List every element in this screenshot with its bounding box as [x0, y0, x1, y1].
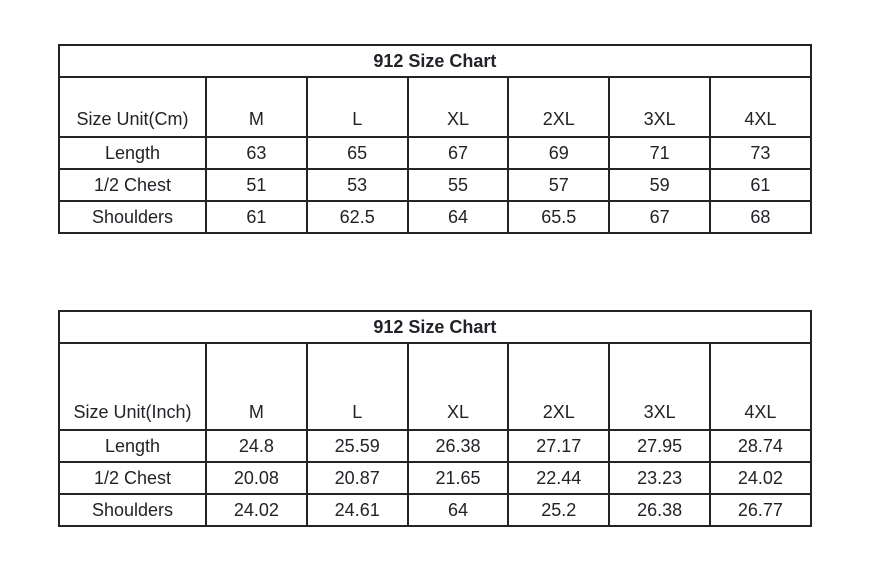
row-label: Shoulders — [58, 200, 207, 234]
column-header-4xl: 4XL — [708, 76, 812, 138]
measurement-cell: 26.38 — [608, 493, 711, 527]
measurement-cell: 21.65 — [406, 461, 510, 495]
measurement-cell: 62.5 — [305, 200, 409, 234]
chart-title: 912 Size Chart — [58, 310, 812, 344]
column-header-2xl: 2XL — [507, 76, 611, 138]
measurement-cell: 27.17 — [507, 429, 611, 463]
column-header-3xl: 3XL — [608, 76, 711, 138]
measurement-cell: 63 — [205, 136, 308, 170]
table-title-row: 912 Size Chart — [58, 310, 812, 344]
measurement-cell: 68 — [708, 200, 812, 234]
measurement-cell: 65.5 — [507, 200, 611, 234]
row-label: Shoulders — [58, 493, 207, 527]
row-label: 1/2 Chest — [58, 168, 207, 202]
measurement-cell: 65 — [305, 136, 409, 170]
size-chart-table-inch: 912 Size Chart Size Unit(Inch) M L XL 2X… — [58, 310, 812, 527]
column-header-xl: XL — [406, 76, 510, 138]
table-row-shoulders: Shoulders 24.02 24.61 64 25.2 26.38 26.7… — [58, 493, 812, 527]
measurement-cell: 27.95 — [608, 429, 711, 463]
column-header-xl: XL — [406, 342, 510, 431]
table-row-chest: 1/2 Chest 20.08 20.87 21.65 22.44 23.23 … — [58, 461, 812, 495]
row-label: Length — [58, 136, 207, 170]
column-header-l: L — [305, 342, 409, 431]
table-row-length: Length 24.8 25.59 26.38 27.17 27.95 28.7… — [58, 429, 812, 463]
measurement-cell: 55 — [406, 168, 510, 202]
measurement-cell: 64 — [406, 200, 510, 234]
measurement-cell: 26.77 — [708, 493, 812, 527]
measurement-cell: 24.61 — [305, 493, 409, 527]
measurement-cell: 64 — [406, 493, 510, 527]
measurement-cell: 26.38 — [406, 429, 510, 463]
chart-title: 912 Size Chart — [58, 44, 812, 78]
measurement-cell: 25.2 — [507, 493, 611, 527]
column-header-2xl: 2XL — [507, 342, 611, 431]
row-label: 1/2 Chest — [58, 461, 207, 495]
measurement-cell: 24.02 — [708, 461, 812, 495]
size-unit-label: Size Unit(Cm) — [58, 76, 207, 138]
measurement-cell: 20.87 — [305, 461, 409, 495]
measurement-cell: 51 — [205, 168, 308, 202]
table-title-row: 912 Size Chart — [58, 44, 812, 78]
measurement-cell: 67 — [608, 200, 711, 234]
measurement-cell: 20.08 — [205, 461, 308, 495]
table-row-length: Length 63 65 67 69 71 73 — [58, 136, 812, 170]
table-row-chest: 1/2 Chest 51 53 55 57 59 61 — [58, 168, 812, 202]
measurement-cell: 59 — [608, 168, 711, 202]
column-header-4xl: 4XL — [708, 342, 812, 431]
measurement-cell: 24.8 — [205, 429, 308, 463]
table-row-shoulders: Shoulders 61 62.5 64 65.5 67 68 — [58, 200, 812, 234]
column-header-m: M — [205, 76, 308, 138]
measurement-cell: 73 — [708, 136, 812, 170]
table-header-row: Size Unit(Cm) M L XL 2XL 3XL 4XL — [58, 76, 812, 138]
measurement-cell: 24.02 — [205, 493, 308, 527]
measurement-cell: 71 — [608, 136, 711, 170]
measurement-cell: 61 — [205, 200, 308, 234]
measurement-cell: 22.44 — [507, 461, 611, 495]
measurement-cell: 28.74 — [708, 429, 812, 463]
row-label: Length — [58, 429, 207, 463]
size-unit-label: Size Unit(Inch) — [58, 342, 207, 431]
measurement-cell: 23.23 — [608, 461, 711, 495]
column-header-l: L — [305, 76, 409, 138]
measurement-cell: 67 — [406, 136, 510, 170]
column-header-m: M — [205, 342, 308, 431]
measurement-cell: 25.59 — [305, 429, 409, 463]
measurement-cell: 61 — [708, 168, 812, 202]
size-chart-table-cm: 912 Size Chart Size Unit(Cm) M L XL 2XL … — [58, 44, 812, 234]
column-header-3xl: 3XL — [608, 342, 711, 431]
measurement-cell: 53 — [305, 168, 409, 202]
table-header-row: Size Unit(Inch) M L XL 2XL 3XL 4XL — [58, 342, 812, 431]
measurement-cell: 57 — [507, 168, 611, 202]
measurement-cell: 69 — [507, 136, 611, 170]
